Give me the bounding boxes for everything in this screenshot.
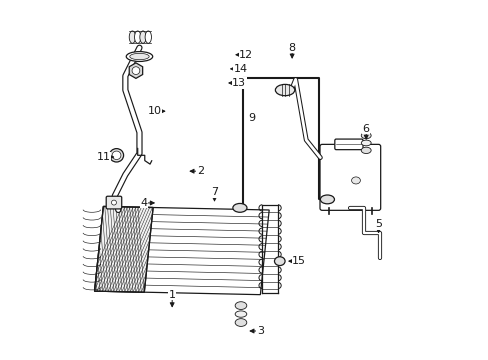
Text: 9: 9 bbox=[247, 113, 255, 123]
Polygon shape bbox=[94, 207, 269, 294]
Circle shape bbox=[111, 200, 116, 205]
Text: 13: 13 bbox=[232, 78, 245, 88]
Ellipse shape bbox=[232, 203, 246, 212]
Ellipse shape bbox=[109, 149, 123, 162]
Text: 4: 4 bbox=[140, 198, 147, 208]
Text: 14: 14 bbox=[233, 64, 247, 74]
Polygon shape bbox=[94, 207, 153, 292]
Ellipse shape bbox=[129, 31, 135, 43]
Ellipse shape bbox=[361, 132, 370, 139]
Text: 2: 2 bbox=[197, 166, 203, 176]
Ellipse shape bbox=[140, 31, 146, 43]
Text: 10: 10 bbox=[147, 106, 161, 116]
FancyBboxPatch shape bbox=[106, 196, 122, 209]
Ellipse shape bbox=[275, 84, 294, 96]
Text: 8: 8 bbox=[288, 43, 295, 53]
Ellipse shape bbox=[235, 311, 246, 317]
Text: 6: 6 bbox=[362, 124, 369, 134]
FancyBboxPatch shape bbox=[334, 139, 362, 150]
Ellipse shape bbox=[235, 319, 246, 327]
Circle shape bbox=[132, 67, 140, 75]
Ellipse shape bbox=[320, 195, 334, 204]
Ellipse shape bbox=[274, 257, 285, 266]
Ellipse shape bbox=[235, 302, 246, 310]
Ellipse shape bbox=[134, 31, 141, 43]
Text: 3: 3 bbox=[256, 326, 264, 336]
Ellipse shape bbox=[145, 31, 151, 43]
Text: 5: 5 bbox=[374, 219, 381, 229]
Ellipse shape bbox=[361, 147, 370, 154]
Text: 11: 11 bbox=[96, 152, 110, 162]
Ellipse shape bbox=[112, 151, 121, 159]
Text: 1: 1 bbox=[168, 290, 175, 300]
Ellipse shape bbox=[126, 51, 152, 62]
Ellipse shape bbox=[351, 177, 360, 184]
Ellipse shape bbox=[361, 140, 370, 146]
Text: 7: 7 bbox=[210, 187, 218, 197]
Text: 15: 15 bbox=[292, 256, 305, 266]
Text: 12: 12 bbox=[239, 50, 253, 60]
FancyBboxPatch shape bbox=[319, 144, 380, 210]
Ellipse shape bbox=[129, 53, 149, 60]
